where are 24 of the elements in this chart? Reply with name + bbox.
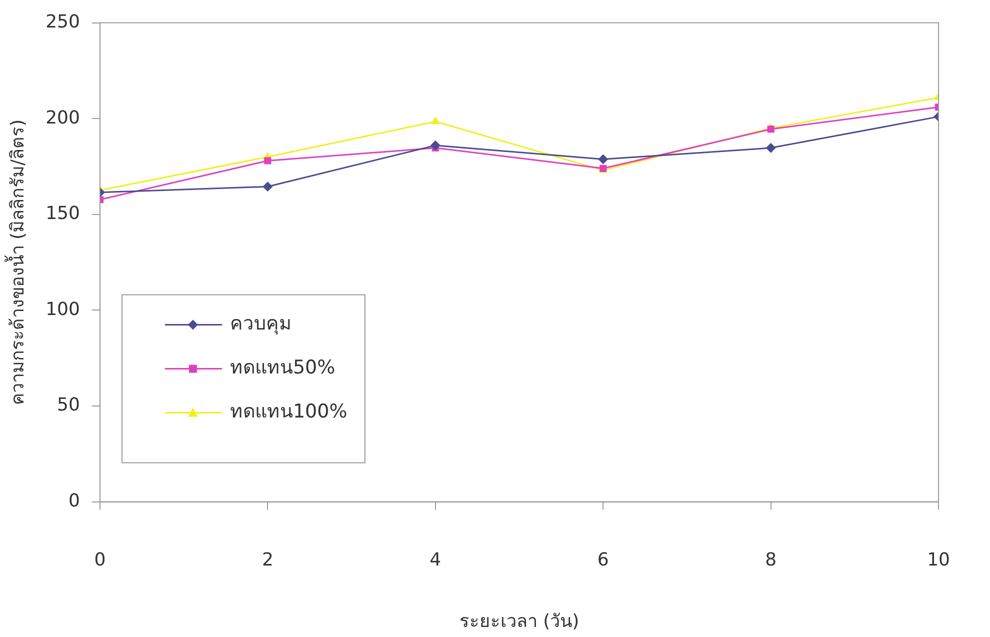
y-tick-label: 100 xyxy=(46,298,80,320)
y-tick-label: 200 xyxy=(46,107,80,128)
point xyxy=(430,140,440,150)
y-tick-label: 50 xyxy=(57,394,80,416)
x-tick-label: 0 xyxy=(94,549,106,570)
y-tick-label: 250 xyxy=(46,11,80,32)
legend-label: ควบคุม xyxy=(230,312,292,336)
y-tick-label: 0 xyxy=(68,490,80,512)
y-axis-title: ความกระด้างของน้ำ (มิลลิกรัม/ลิตร) xyxy=(4,119,28,406)
y-tick-label: 150 xyxy=(46,203,80,224)
legend-label: ทดแทน100% xyxy=(230,400,348,423)
x-tick-label: 8 xyxy=(765,549,777,570)
x-tick-label: 2 xyxy=(262,549,274,570)
x-tick-label: 4 xyxy=(430,549,442,570)
point xyxy=(767,126,774,133)
x-tick-label: 6 xyxy=(597,549,609,570)
point xyxy=(598,154,608,164)
point xyxy=(262,182,273,192)
point xyxy=(431,116,440,124)
point xyxy=(766,142,776,153)
x-axis-title: ระยะเวลา (วัน) xyxy=(459,610,580,632)
x-tick-label: 10 xyxy=(927,549,950,570)
point xyxy=(264,157,272,164)
legend-label: ทดแทน50% xyxy=(230,356,336,379)
